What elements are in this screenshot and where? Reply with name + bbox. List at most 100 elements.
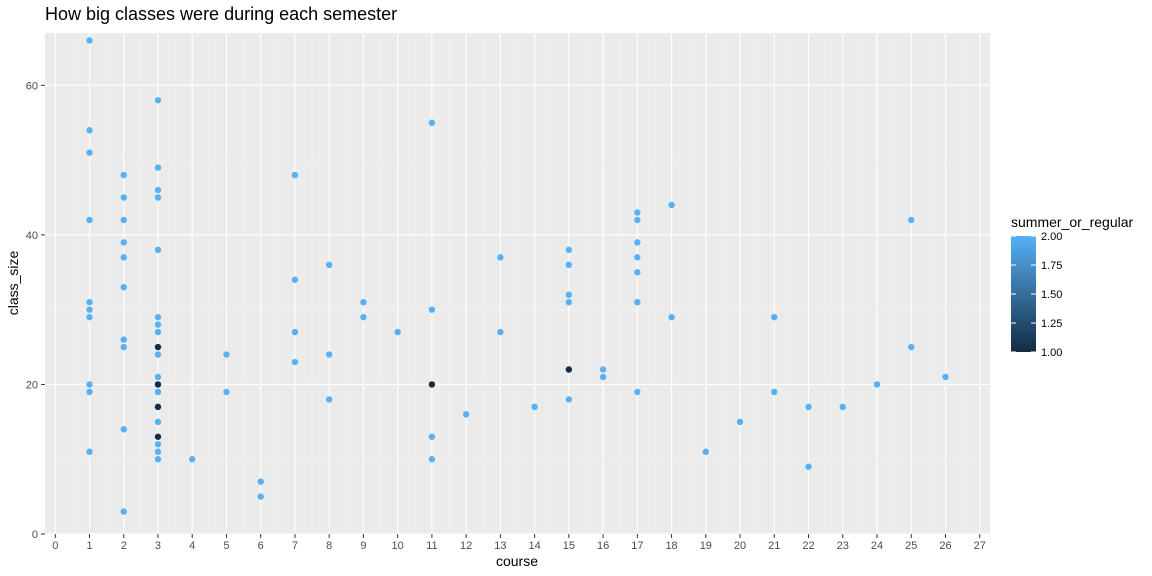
- data-point: [154, 381, 162, 388]
- legend-label: 1.50: [1041, 289, 1062, 301]
- data-point: [634, 298, 641, 306]
- legend-label: 1.00: [1041, 347, 1062, 359]
- data-point: [428, 306, 436, 313]
- x-axis-title: course: [496, 553, 538, 569]
- data-point: [154, 441, 162, 448]
- data-point: [154, 448, 162, 455]
- x-tick-label: 22: [802, 540, 814, 552]
- data-point: [120, 508, 127, 515]
- x-tick-label: 10: [392, 540, 404, 552]
- data-point: [360, 298, 367, 306]
- data-point: [771, 388, 778, 396]
- data-point: [257, 478, 264, 485]
- data-point: [428, 456, 436, 463]
- data-point: [908, 216, 915, 224]
- data-point: [189, 456, 196, 463]
- data-point: [565, 298, 573, 306]
- data-point: [86, 313, 93, 321]
- data-point: [565, 396, 573, 403]
- data-point: [120, 426, 127, 433]
- x-tick-label: 4: [189, 540, 195, 552]
- data-point: [154, 194, 162, 201]
- color-legend: summer_or_regular 2.00 1.75 1.50 1.25 1.00: [1011, 214, 1133, 359]
- data-point: [291, 358, 299, 366]
- data-points: [86, 37, 949, 515]
- x-tick-label: 18: [665, 540, 677, 552]
- x-tick-label: 14: [528, 540, 540, 552]
- x-tick-label: 17: [631, 540, 643, 552]
- data-point: [120, 171, 127, 179]
- legend-label: 1.25: [1041, 318, 1062, 330]
- data-point: [873, 381, 881, 388]
- data-point: [86, 216, 93, 224]
- y-tick-label: 20: [26, 379, 38, 391]
- data-point: [86, 381, 93, 388]
- x-tick-label: 24: [871, 540, 883, 552]
- data-point: [154, 164, 162, 171]
- data-point: [120, 239, 127, 246]
- x-tick-label: 7: [292, 540, 298, 552]
- x-axis-ticks: 0 1 2 3 4 5 6 7 8 9 10 11 12 13 14 15 16 17 18 19 20 21 22 23 24…: [52, 534, 986, 552]
- minor-gridlines: [45, 33, 990, 534]
- data-point: [634, 388, 641, 396]
- x-tick-label: 23: [837, 540, 849, 552]
- data-point: [154, 343, 162, 351]
- y-tick-label: 60: [26, 80, 38, 92]
- data-point: [634, 216, 641, 224]
- data-point: [839, 403, 846, 411]
- data-point: [86, 388, 93, 396]
- data-point: [325, 396, 333, 403]
- data-point: [154, 321, 162, 328]
- data-point: [531, 403, 538, 411]
- data-point: [86, 127, 93, 134]
- data-point: [120, 254, 127, 261]
- x-tick-label: 26: [939, 540, 951, 552]
- major-gridlines: [45, 33, 990, 535]
- data-point: [291, 171, 299, 179]
- data-point: [599, 373, 607, 381]
- y-tick-label: 0: [32, 529, 38, 541]
- data-point: [154, 418, 162, 426]
- data-point: [360, 313, 367, 321]
- x-tick-label: 8: [326, 540, 332, 552]
- data-point: [634, 239, 641, 246]
- data-point: [291, 276, 299, 283]
- data-point: [908, 343, 915, 351]
- data-point: [325, 351, 333, 358]
- x-tick-label: 3: [155, 540, 161, 552]
- data-point: [154, 328, 162, 336]
- x-tick-label: 15: [563, 540, 575, 552]
- data-point: [154, 388, 162, 396]
- data-point: [565, 246, 573, 254]
- x-tick-label: 2: [121, 540, 127, 552]
- x-tick-label: 21: [768, 540, 780, 552]
- data-point: [154, 313, 162, 321]
- y-tick-label: 40: [26, 230, 38, 242]
- data-point: [154, 246, 162, 254]
- x-tick-label: 25: [905, 540, 917, 552]
- data-point: [154, 403, 162, 411]
- x-tick-label: 5: [223, 540, 229, 552]
- data-point: [805, 463, 812, 470]
- data-point: [565, 366, 573, 373]
- legend-label: 1.75: [1041, 260, 1062, 272]
- data-point: [223, 388, 230, 396]
- data-point: [86, 448, 93, 455]
- data-point: [634, 269, 641, 276]
- data-point: [120, 216, 127, 224]
- data-point: [736, 418, 744, 426]
- data-point: [668, 201, 675, 209]
- legend-title: summer_or_regular: [1011, 214, 1133, 230]
- x-tick-label: 6: [258, 540, 264, 552]
- data-point: [428, 433, 436, 440]
- x-tick-label: 9: [360, 540, 366, 552]
- x-tick-label: 16: [597, 540, 609, 552]
- data-point: [86, 306, 93, 313]
- data-point: [86, 37, 93, 44]
- data-point: [634, 254, 641, 261]
- x-tick-label: 20: [734, 540, 746, 552]
- data-point: [223, 351, 230, 358]
- x-tick-label: 13: [494, 540, 506, 552]
- data-point: [805, 403, 812, 411]
